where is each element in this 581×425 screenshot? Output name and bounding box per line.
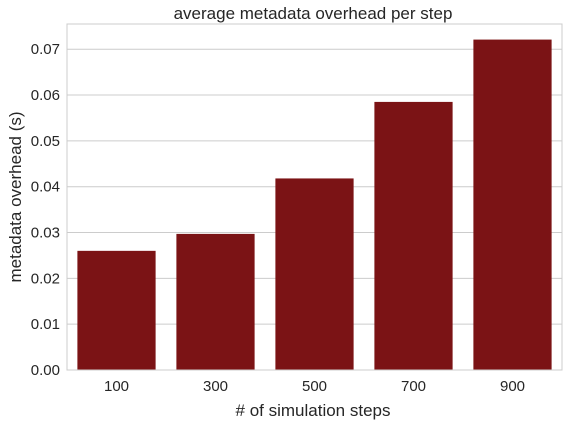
y-tick-label: 0.01 bbox=[31, 316, 60, 333]
x-axis-label: # of simulation steps bbox=[236, 401, 391, 420]
plot-frame bbox=[66, 23, 563, 371]
bar-300 bbox=[176, 233, 255, 370]
x-tick-label: 100 bbox=[104, 378, 129, 395]
chart-title: average metadata overhead per step bbox=[174, 4, 453, 23]
y-tick-label: 0.06 bbox=[31, 87, 60, 104]
y-tick-label: 0.04 bbox=[31, 179, 60, 196]
bar-500 bbox=[275, 178, 354, 370]
y-tick-label: 0.03 bbox=[31, 225, 60, 242]
bar-700 bbox=[374, 101, 453, 370]
x-tick-label: 700 bbox=[401, 378, 426, 395]
x-tick-labels: 100 300 500 700 900 bbox=[104, 378, 525, 395]
y-tick-label: 0.05 bbox=[31, 133, 60, 150]
y-tick-label: 0.07 bbox=[31, 41, 60, 58]
bars bbox=[77, 39, 552, 371]
x-tick-label: 900 bbox=[500, 378, 525, 395]
y-axis-label: metadata overhead (s) bbox=[6, 111, 25, 282]
x-tick-label: 300 bbox=[203, 378, 228, 395]
x-tick-label: 500 bbox=[302, 378, 327, 395]
y-tick-label: 0.00 bbox=[31, 362, 60, 379]
y-tick-labels: 0.00 0.01 0.02 0.03 0.04 0.05 0.06 0.07 bbox=[31, 41, 60, 379]
bar-100 bbox=[77, 250, 156, 370]
bar-900 bbox=[473, 39, 552, 371]
y-tick-label: 0.02 bbox=[31, 270, 60, 287]
